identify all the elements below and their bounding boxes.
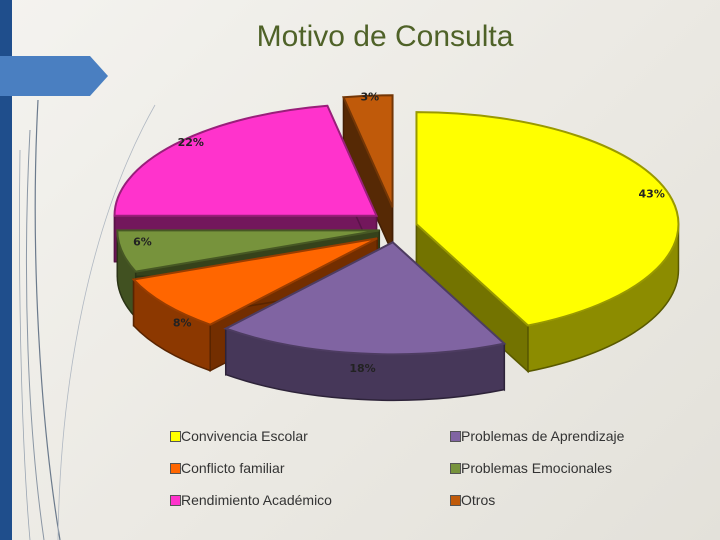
data-label-convivencia-escolar: 43% — [639, 188, 665, 201]
data-label-conflicto-familiar: 8% — [173, 317, 192, 330]
pie-slice-rendimiento-academico — [113, 104, 379, 217]
legend-item-rendimiento-academico: Rendimiento Académico — [170, 492, 332, 508]
legend-item-otros: Otros — [450, 492, 495, 508]
pie-slice-problemas-emocionales — [116, 229, 380, 273]
legend-label: Problemas de Aprendizaje — [461, 428, 625, 444]
legend-item-conflicto-familiar: Conflicto familiar — [170, 460, 284, 476]
data-label-problemas-emocionales: 6% — [133, 236, 152, 249]
legend-item-problemas-emocionales: Problemas Emocionales — [450, 460, 612, 476]
legend-item-problemas-de-aprendizaje: Problemas de Aprendizaje — [450, 428, 624, 444]
legend-swatch — [450, 430, 461, 442]
legend-swatch — [170, 462, 181, 474]
legend-item-convivencia-escolar: Convivencia Escolar — [170, 428, 308, 444]
data-label-rendimiento-academico: 22% — [178, 136, 204, 149]
legend-label: Conflicto familiar — [181, 460, 285, 476]
decorative-lines — [19, 99, 156, 540]
legend-swatch — [450, 462, 461, 474]
pie-slice-otros — [341, 94, 394, 208]
legend-label: Otros — [461, 492, 496, 508]
legend-swatch — [450, 494, 461, 506]
pie-slice-problemas-de-aprendizaje — [223, 241, 507, 356]
legend-swatch — [170, 430, 181, 442]
left-arrow-tab — [0, 56, 108, 96]
legend-swatch — [170, 494, 181, 506]
legend-label: Convivencia Escolar — [181, 428, 308, 444]
legend-label: Rendimiento Académico — [181, 492, 332, 508]
chart-title: Motivo de Consulta — [256, 20, 514, 53]
legend-label: Problemas Emocionales — [461, 460, 612, 476]
left-accent-bar — [0, 0, 12, 540]
pie-slice-convivencia-escolar — [415, 111, 680, 327]
data-label-otros: 3% — [361, 91, 380, 104]
chart-legend: Convivencia Escolar Problemas de Aprendiz… — [170, 428, 670, 518]
data-label-problemas-de-aprendizaje: 18% — [349, 362, 375, 375]
pie-slice-conflicto-familiar — [131, 237, 378, 326]
